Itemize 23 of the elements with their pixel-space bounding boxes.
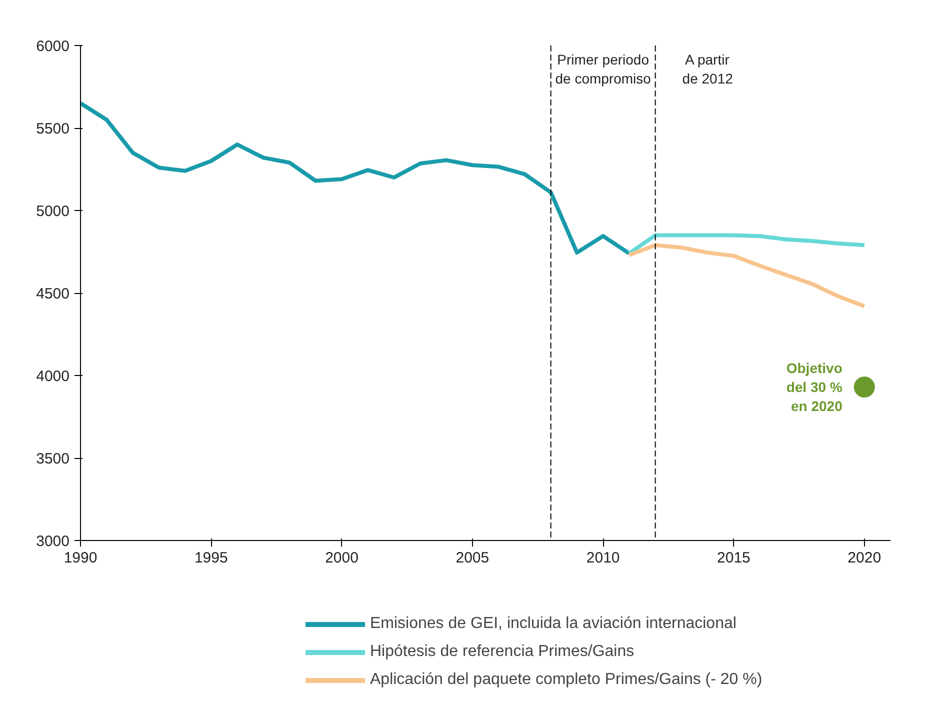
y-tick-label: 6000 bbox=[36, 38, 70, 55]
legend-label: Aplicación del paquete completo Primes/Gains (- 20 %) bbox=[370, 671, 762, 689]
y-tick-label: 4000 bbox=[36, 368, 70, 385]
y-tick-label: 5500 bbox=[36, 120, 70, 138]
x-tick-label: 1995 bbox=[194, 550, 228, 566]
line-series bbox=[80, 101, 632, 256]
y-tick-label: 4500 bbox=[36, 286, 70, 302]
x-tick-label: 2015 bbox=[717, 550, 750, 566]
y-tick-label: 3500 bbox=[36, 450, 70, 468]
legend-label: Hipótesis de referencia Primes/Gains bbox=[370, 643, 634, 661]
ref-line-label: A partir de 2012 bbox=[682, 52, 734, 87]
x-tick-label: 2010 bbox=[586, 550, 620, 566]
line-series bbox=[627, 233, 866, 256]
ref-line-label: Primer periodo de compromiso bbox=[555, 52, 652, 87]
line-series bbox=[627, 243, 866, 308]
y-tick-label: 3000 bbox=[36, 533, 70, 550]
x-tick-label: 1990 bbox=[64, 550, 98, 566]
annotation: Objetivo del 30 % en 2020 bbox=[786, 360, 843, 414]
y-tick-label: 5000 bbox=[36, 203, 70, 220]
x-tick-label: 2000 bbox=[325, 550, 358, 566]
legend-label: Emisiones de GEI, incluida la aviación internacional bbox=[370, 615, 736, 633]
x-tick-label: 2020 bbox=[848, 550, 882, 566]
x-tick-label: 2005 bbox=[456, 550, 490, 566]
